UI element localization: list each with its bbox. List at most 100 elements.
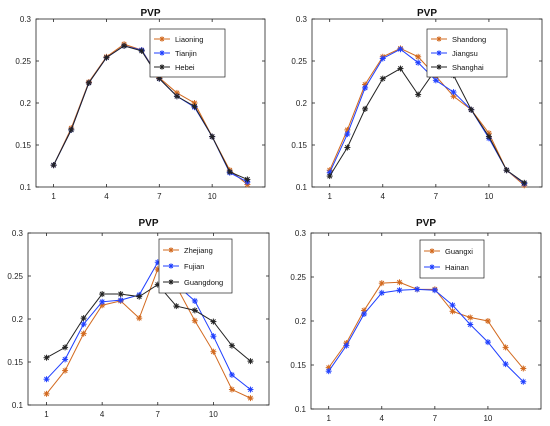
data-point	[344, 144, 351, 151]
y-tick-label: 0.2	[296, 99, 308, 108]
data-point	[450, 89, 457, 96]
chart-title: PVP	[416, 218, 436, 229]
data-point	[228, 342, 235, 349]
data-point	[191, 317, 198, 324]
data-point	[379, 55, 386, 62]
data-point	[121, 42, 128, 49]
y-tick-label: 0.25	[7, 272, 23, 281]
x-tick-label: 4	[104, 192, 109, 201]
data-point	[414, 286, 421, 293]
series-shanghai	[326, 65, 528, 186]
x-tick-label: 7	[434, 192, 439, 201]
legend: Guangxi Hainan	[419, 239, 485, 279]
legend-label: Tianjin	[175, 49, 197, 58]
data-point	[136, 293, 143, 300]
y-tick-label: 0.3	[296, 15, 308, 24]
data-point	[485, 133, 492, 140]
data-point	[362, 105, 369, 112]
data-point	[138, 47, 145, 54]
data-point	[432, 77, 439, 84]
plot-area-box	[27, 232, 270, 406]
y-tick-label: 0.25	[291, 57, 307, 66]
legend-label: Liaoning	[175, 35, 203, 44]
legend-item: Hainan	[424, 263, 469, 272]
x-tick-label: 1	[327, 192, 332, 201]
series-line	[46, 268, 251, 399]
chart-title: PVP	[417, 8, 437, 19]
legend-marker	[159, 36, 165, 42]
legend-box	[419, 239, 485, 279]
legend-label: Zhejiang	[184, 246, 213, 255]
data-point	[191, 103, 198, 110]
data-point	[468, 106, 475, 113]
data-point	[431, 287, 438, 294]
chart-panel-4: PVP 0.1 0.15 0.2 0.25 0.3 1 4 7 10 Guangxi Hainan	[290, 218, 542, 423]
data-point	[247, 386, 254, 393]
data-point	[80, 321, 87, 328]
data-point	[80, 315, 87, 322]
legend-label: Hebei	[175, 63, 195, 72]
y-tick-label: 0.25	[290, 273, 306, 282]
data-point	[209, 133, 216, 140]
legend-item: Guangxi	[424, 247, 473, 256]
y-tick-label: 0.15	[15, 141, 31, 150]
legend-label: Guangxi	[445, 247, 473, 256]
legend-item: Hebei	[154, 63, 195, 72]
data-point	[62, 356, 69, 363]
legend-label: Guangdong	[184, 278, 223, 287]
data-point	[43, 376, 50, 383]
series-guangxi	[325, 279, 527, 372]
data-point	[210, 318, 217, 325]
legend-item: Shandong	[431, 35, 486, 44]
series-line	[46, 261, 251, 390]
data-point	[173, 93, 180, 100]
data-point	[228, 386, 235, 393]
data-point	[103, 54, 110, 61]
series-line	[46, 283, 251, 362]
data-point	[80, 330, 87, 337]
y-tick-label: 0.2	[12, 315, 24, 324]
data-point	[396, 287, 403, 294]
x-tick-label: 4	[100, 410, 105, 419]
y-tick-label: 0.25	[15, 57, 31, 66]
x-tick-label: 10	[483, 414, 492, 423]
chart-title: PVP	[140, 8, 160, 19]
data-point	[521, 179, 528, 186]
legend-marker	[168, 263, 174, 269]
series-hainan	[325, 286, 527, 385]
data-point	[344, 131, 351, 138]
data-point	[99, 291, 106, 298]
y-tick-label: 0.1	[12, 401, 24, 410]
x-tick-label: 10	[208, 192, 217, 201]
legend-marker	[168, 247, 174, 253]
data-point	[397, 46, 404, 53]
data-point	[450, 93, 457, 100]
x-tick-label: 4	[380, 414, 385, 423]
data-point	[117, 291, 124, 298]
y-tick-label: 0.2	[20, 99, 32, 108]
x-tick-label: 7	[433, 414, 438, 423]
data-point	[85, 79, 92, 86]
data-point	[361, 310, 368, 317]
legend-marker	[436, 64, 442, 70]
legend-item: Jiangsu	[431, 49, 478, 58]
legend-item: Shanghai	[431, 63, 484, 72]
data-point	[50, 162, 57, 169]
series-zhejiang	[43, 266, 254, 402]
data-point	[449, 302, 456, 309]
legend-label: Jiangsu	[452, 49, 478, 58]
x-tick-label: 10	[209, 410, 218, 419]
legend-marker	[159, 64, 165, 70]
chart-panel-2: PVP 0.1 0.15 0.2 0.25 0.3 1 4 7 10 Shandong Jiangsu…	[291, 8, 543, 201]
data-point	[210, 333, 217, 340]
x-tick-label: 1	[44, 410, 49, 419]
data-point	[378, 289, 385, 296]
data-point	[415, 59, 422, 66]
data-point	[173, 303, 180, 310]
data-point	[117, 297, 124, 304]
legend-marker	[159, 50, 165, 56]
data-point	[503, 167, 510, 174]
data-point	[191, 297, 198, 304]
legend: Liaoning Tianjin Hebei	[149, 28, 226, 78]
